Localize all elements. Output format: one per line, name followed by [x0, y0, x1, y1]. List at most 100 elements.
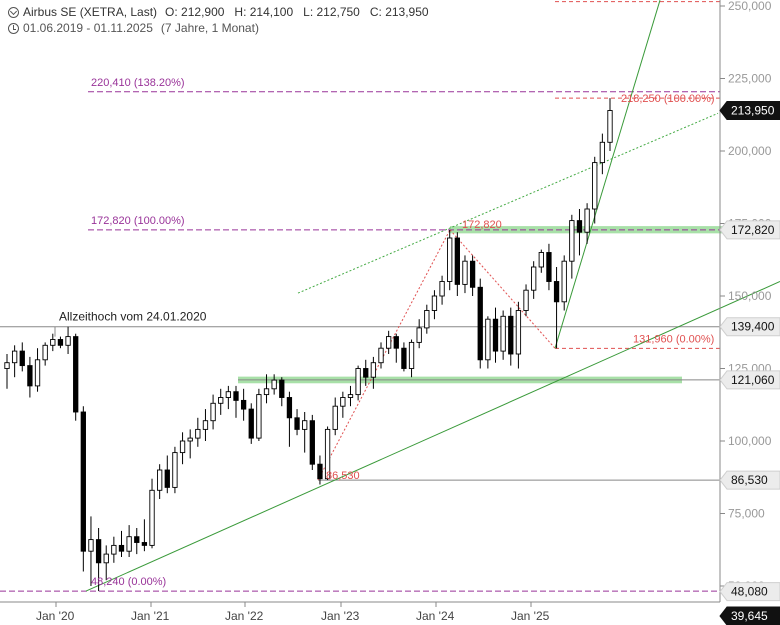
candle-body: [599, 141, 606, 164]
candle-body: [141, 542, 148, 546]
red-label-low: 131,960 (0.00%): [633, 333, 714, 345]
candle: [80, 406, 86, 572]
candle: [508, 307, 514, 366]
price-tag-label: 213,950: [731, 104, 775, 118]
price-tag-box: [719, 470, 780, 490]
candle: [118, 530, 125, 557]
candle-body: [401, 347, 407, 369]
candle: [11, 345, 18, 378]
candle-body: [454, 237, 460, 285]
candle: [172, 446, 178, 494]
candle: [187, 429, 193, 459]
x-tick-label: Jan '23: [321, 609, 360, 623]
candle-body: [347, 394, 354, 398]
candle-body: [302, 420, 308, 430]
candle-body: [363, 368, 369, 378]
candle-body: [65, 336, 71, 346]
candle-body: [485, 318, 491, 361]
candle-body: [592, 162, 598, 210]
price-tag-label: 139,400: [731, 320, 775, 334]
candle-body: [57, 339, 64, 346]
candle: [233, 385, 239, 418]
candle: [324, 426, 331, 481]
candle-body: [462, 260, 468, 285]
candle-body: [531, 266, 537, 291]
price-tag: 39,645: [719, 606, 780, 625]
candle: [431, 290, 438, 320]
candle: [302, 412, 308, 453]
candle-body: [424, 310, 430, 329]
y-tick-label: 150,000: [728, 289, 772, 303]
candle: [111, 536, 117, 563]
candle-body: [103, 553, 109, 564]
candle: [347, 385, 354, 407]
fib-label-138: 220,410 (138.20%): [91, 77, 185, 89]
candle-body: [279, 379, 285, 398]
candle: [141, 519, 148, 552]
candle: [210, 394, 216, 430]
candle: [57, 336, 64, 349]
trend-line-3: [317, 229, 451, 481]
candle: [378, 342, 384, 369]
price-tag: 121,060: [719, 370, 780, 390]
x-tick-label: Jan '25: [511, 609, 550, 623]
candle-body: [515, 310, 522, 355]
candle-body: [95, 539, 102, 564]
candle: [599, 133, 606, 175]
y-tick-label: 75,000: [728, 507, 765, 521]
candle: [88, 516, 94, 586]
chart-header-line2: 01.06.2019 - 01.11.2025 (7 Jahre, 1 Monat…: [8, 21, 259, 35]
candle-body: [218, 397, 224, 404]
candle: [294, 409, 300, 436]
candle: [34, 348, 41, 392]
candle-body: [50, 339, 56, 346]
candle-body: [126, 536, 132, 552]
chevron-down-icon[interactable]: [8, 7, 19, 18]
candle-body: [294, 417, 300, 430]
candle: [523, 284, 529, 317]
price-tag-box: [719, 220, 780, 240]
candle-body: [42, 344, 48, 361]
candle-body: [561, 260, 567, 303]
candle-body: [19, 350, 25, 367]
candle-body: [157, 469, 163, 491]
ohlc-values: O: 212,900 H: 214,100 L: 212,750 C: 213,…: [165, 5, 429, 19]
price-tag: 213,950: [719, 101, 780, 121]
candle-body: [370, 362, 377, 378]
candle: [134, 528, 140, 555]
candle-body: [584, 208, 590, 233]
price-tag: 86,530: [719, 470, 780, 490]
date-range: 01.06.2019 - 01.11.2025: [23, 21, 153, 35]
fib-label-0: 48,240 (0.00%): [91, 576, 166, 588]
red-label-target: 218,250 (100.00%): [621, 93, 715, 105]
candle: [561, 255, 567, 311]
candle: [126, 525, 132, 557]
price-tag-box: [719, 317, 780, 337]
y-tick-label: 100,000: [728, 434, 772, 448]
candle: [309, 414, 315, 470]
range-span: (7 Jahre, 1 Monat): [160, 21, 259, 35]
chart-header-line1: Airbus SE (XETRA, Last) O: 212,900 H: 214…: [8, 5, 429, 19]
candle: [317, 455, 323, 485]
candle-body: [4, 362, 10, 369]
candle: [515, 301, 522, 369]
candle: [492, 307, 499, 363]
candle-body: [500, 315, 506, 352]
candle-body: [88, 539, 94, 552]
candle: [27, 356, 33, 398]
candle: [103, 545, 109, 581]
candle: [546, 243, 552, 291]
candle: [279, 377, 285, 407]
candle: [225, 385, 232, 410]
candle: [149, 478, 155, 549]
x-tick-label: Jan '22: [225, 609, 264, 623]
y-tick-label: 250,000: [728, 0, 772, 13]
candle-body: [408, 341, 415, 369]
candle: [50, 333, 56, 352]
candle: [401, 342, 407, 372]
candle-body: [469, 260, 476, 288]
candle-body: [439, 281, 445, 297]
candle-body: [210, 402, 216, 422]
candle: [385, 330, 392, 354]
